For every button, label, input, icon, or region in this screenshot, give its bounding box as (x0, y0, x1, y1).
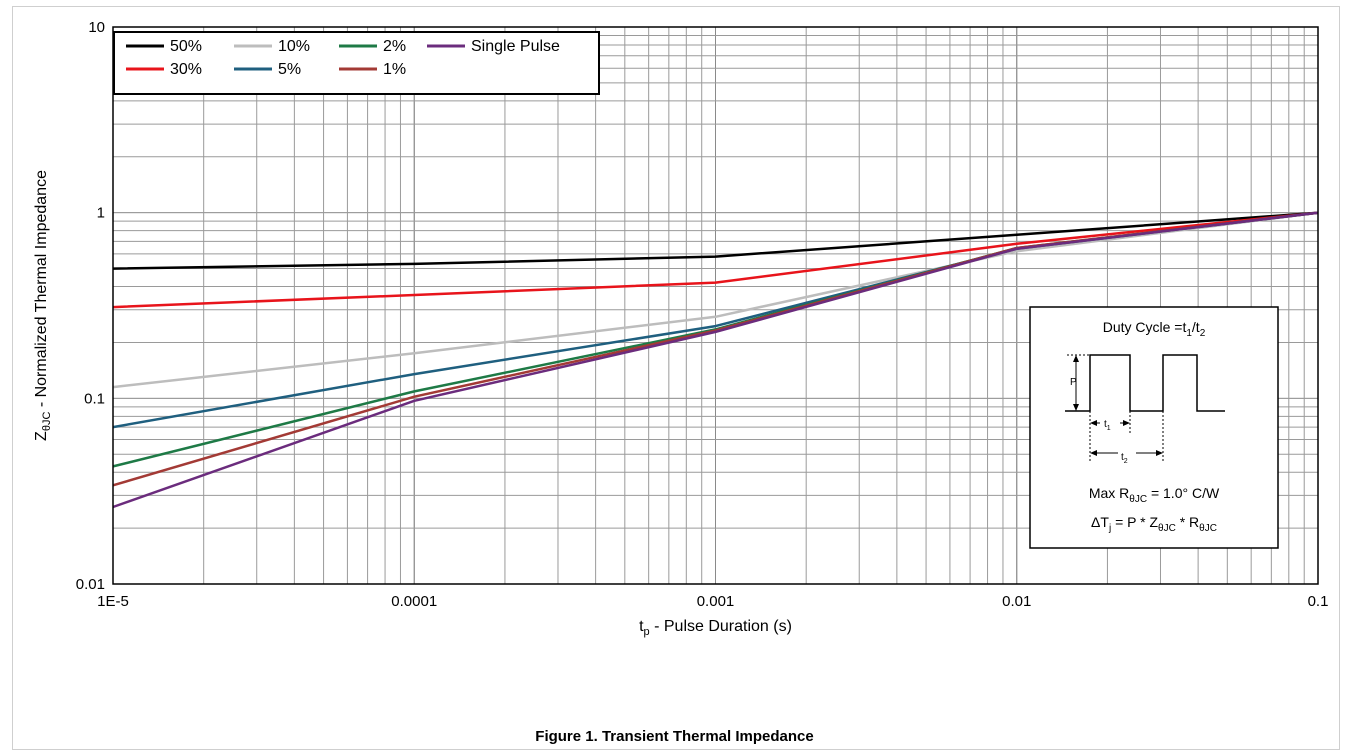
pulse-waveform (1065, 354, 1225, 412)
y-tick-label: 10 (88, 19, 105, 36)
inset-box (1029, 306, 1279, 549)
y-tick-label: 1 (97, 205, 105, 222)
tick-labels: 1E-5 0.0001 0.001 0.01 0.1 0.01 0.1 1 10 (76, 19, 1329, 610)
series-line-single-pulse (112, 211, 1319, 509)
series-lines (112, 211, 1319, 509)
delta-tj-formula: ΔTj = P * ZθJC * RθJC (1091, 514, 1217, 534)
y-tick-label: 0.1 (84, 390, 105, 407)
t1-label: t1 (1104, 419, 1111, 432)
x-axis-label: tp - Pulse Duration (s) (639, 618, 792, 638)
duty-cycle-inset: Duty Cycle =t1/t2 P t1 t2 Max RθJC = 1.0… (1029, 306, 1279, 549)
plot-area-border (112, 26, 1319, 585)
x-tick-label: 0.01 (1002, 593, 1031, 610)
legend-label-single-pulse: Single Pulse (471, 38, 560, 55)
t1-arrow-head-left (1090, 420, 1097, 426)
thermal-impedance-chart: 1E-5 0.0001 0.001 0.01 0.1 0.01 0.1 1 10 tp - Pu… (33, 19, 1329, 638)
t1-arrow-head-right (1123, 420, 1130, 426)
x-tick-label: 0.001 (697, 593, 735, 610)
legend-label-50-: 50% (170, 38, 202, 55)
legend-box (113, 31, 600, 95)
p-arrow-head-bottom (1073, 404, 1079, 411)
t2-label-bg (1118, 443, 1136, 463)
max-r-label: Max RθJC = 1.0° C/W (1089, 485, 1220, 505)
x-tick-label: 0.0001 (391, 593, 437, 610)
t2-label: t2 (1121, 452, 1128, 465)
legend: 50% 10% 2% Single Pulse 30% 5% 1% (113, 31, 600, 95)
t2-arrow-head-right (1156, 450, 1163, 456)
series-line-50- (112, 211, 1319, 270)
legend-label-10-: 10% (278, 38, 310, 55)
series-line-10- (112, 211, 1319, 389)
y-tick-label: 0.01 (76, 576, 105, 593)
legend-label-5-: 5% (278, 61, 301, 78)
t2-arrow-head-left (1090, 450, 1097, 456)
series-line-30- (112, 211, 1319, 309)
duty-cycle-label: Duty Cycle =t1/t2 (1103, 319, 1206, 339)
legend-label-30-: 30% (170, 61, 202, 78)
x-tick-label: 0.1 (1308, 593, 1329, 610)
p-arrow-head-top (1073, 355, 1079, 362)
legend-label-1-: 1% (383, 61, 406, 78)
legend-label-2-: 2% (383, 38, 406, 55)
figure-frame (12, 6, 1340, 750)
y-axis-label: ZθJC - Normalized Thermal Impedance (33, 170, 53, 441)
figure-caption: Figure 1. Transient Thermal Impedance (535, 728, 814, 745)
t1-label-bg (1100, 414, 1120, 430)
x-tick-label: 1E-5 (97, 593, 129, 610)
p-label: P (1070, 377, 1077, 388)
